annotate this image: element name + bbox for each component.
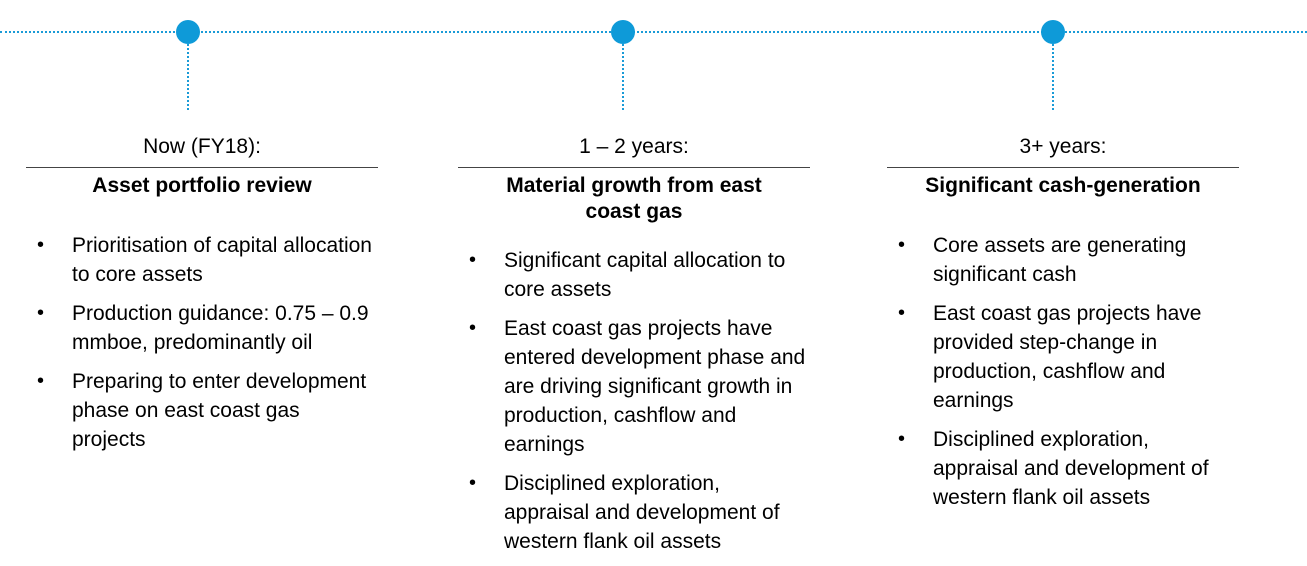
bullet-icon: • <box>469 317 477 339</box>
list-item: • Preparing to enter development phase on… <box>26 367 378 454</box>
column-heading: Asset portfolio review <box>92 174 312 197</box>
timeline-connector-1-2-years <box>622 44 624 110</box>
divider <box>887 167 1239 168</box>
period-label: 3+ years: <box>1019 135 1107 158</box>
bullet-text: East coast gas projects have provided st… <box>933 302 1202 412</box>
list-item: • Disciplined exploration, appraisal and … <box>458 469 810 556</box>
column-heading: Significant cash-generation <box>925 174 1201 197</box>
bullet-icon: • <box>469 472 477 494</box>
timeline-connector-3-plus-years <box>1052 44 1054 110</box>
bullet-list: • Core assets are generating significant … <box>887 231 1239 512</box>
timeline-node-now <box>176 20 200 44</box>
list-item: • East coast gas projects have provided s… <box>887 299 1239 415</box>
timeline-node-1-2-years <box>611 20 635 44</box>
bullet-icon: • <box>898 302 906 324</box>
bullet-text: Preparing to enter development phase on … <box>72 370 367 451</box>
bullet-text: Significant capital allocation to core a… <box>504 249 786 301</box>
bullet-text: Prioritisation of capital allocation to … <box>72 234 372 286</box>
column-1-2-years: 1 – 2 years: Material growth from east c… <box>458 130 810 566</box>
bullet-text: Disciplined exploration, appraisal and d… <box>504 472 780 553</box>
bullet-text: Core assets are generating significant c… <box>933 234 1187 286</box>
bullet-list: • Significant capital allocation to core … <box>458 246 810 556</box>
list-item: • Significant capital allocation to core … <box>458 246 810 304</box>
column-now: Now (FY18): Asset portfolio review • Prio… <box>26 130 378 464</box>
bullet-text: Production guidance: 0.75 – 0.9 mmboe, p… <box>72 302 369 354</box>
list-item: • Prioritisation of capital allocation to… <box>26 231 378 289</box>
bullet-text: Disciplined exploration, appraisal and d… <box>933 428 1209 509</box>
bullet-icon: • <box>469 249 477 271</box>
bullet-icon: • <box>898 234 906 256</box>
divider <box>458 167 810 168</box>
bullet-text: East coast gas projects have entered dev… <box>504 317 806 456</box>
list-item: • Production guidance: 0.75 – 0.9 mmboe, … <box>26 299 378 357</box>
timeline-connector-now <box>187 44 189 110</box>
bullet-icon: • <box>37 234 45 256</box>
list-item: • East coast gas projects have entered de… <box>458 314 810 459</box>
bullet-icon: • <box>37 302 45 324</box>
bullet-list: • Prioritisation of capital allocation to… <box>26 231 378 454</box>
bullet-icon: • <box>898 428 906 450</box>
timeline-line <box>0 31 1307 33</box>
column-3-plus-years: 3+ years: Significant cash-generation • C… <box>887 130 1239 522</box>
bullet-icon: • <box>37 370 45 392</box>
column-heading: Material growth from east coast gas <box>506 174 762 223</box>
period-label: 1 – 2 years: <box>579 135 689 158</box>
list-item: • Disciplined exploration, appraisal and … <box>887 425 1239 512</box>
period-label: Now (FY18): <box>143 135 261 158</box>
timeline-node-3-plus-years <box>1041 20 1065 44</box>
divider <box>26 167 378 168</box>
list-item: • Core assets are generating significant … <box>887 231 1239 289</box>
